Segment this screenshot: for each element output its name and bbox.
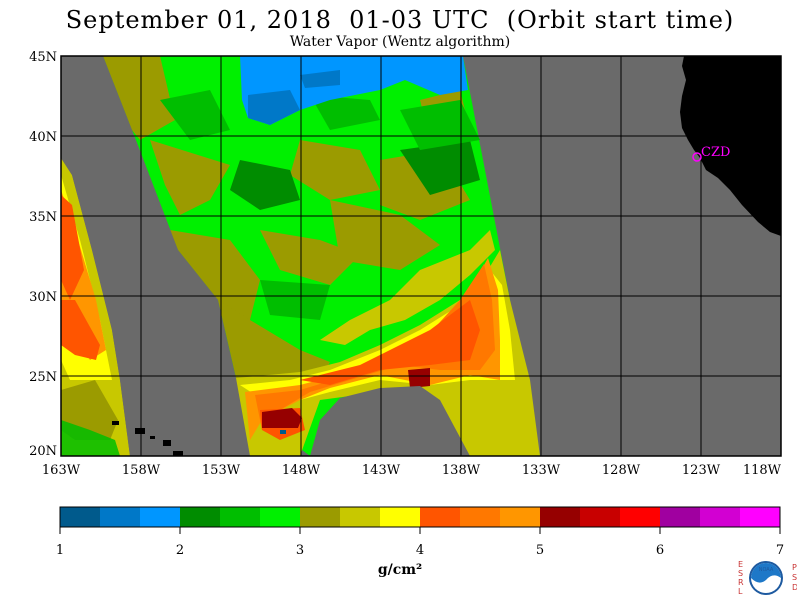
logo-letter-p: P bbox=[792, 563, 797, 572]
logo-letter-s2: S bbox=[792, 573, 797, 582]
lat-label-30n: 30N bbox=[29, 290, 57, 305]
swath-gap-left bbox=[61, 56, 250, 456]
colorbar-swatch bbox=[540, 507, 581, 527]
logo-letter-l: L bbox=[738, 587, 743, 596]
lon-label-153w: 153W bbox=[202, 463, 241, 478]
colorbar-swatch bbox=[740, 507, 781, 527]
swath-gap bbox=[310, 386, 470, 456]
esrl-psd-noaa-logo: E S R L NOAA P S D bbox=[738, 560, 797, 596]
colorbar-swatch bbox=[580, 507, 621, 527]
left-swath bbox=[61, 158, 130, 456]
colorbar-tick-5: 5 bbox=[536, 543, 544, 558]
station-czd-marker: CZD bbox=[692, 145, 730, 162]
logo-letter-r: R bbox=[738, 578, 744, 587]
colorbar-swatch bbox=[60, 507, 101, 527]
lon-label-123w: 123W bbox=[682, 463, 721, 478]
colorbar-tick-3: 3 bbox=[296, 543, 304, 558]
hawaiian-islands bbox=[112, 421, 183, 456]
lat-label-40n: 40N bbox=[29, 130, 57, 145]
station-czd-label: CZD bbox=[701, 145, 730, 160]
lon-label-138w: 138W bbox=[442, 463, 481, 478]
colorbar-tick-6: 6 bbox=[656, 543, 664, 558]
colorbar-tick-4: 4 bbox=[416, 543, 424, 558]
colorbar-tick-7: 7 bbox=[776, 543, 784, 558]
lon-label-118w: 118W bbox=[743, 463, 782, 478]
map-title: September 01, 2018 01-03 UTC (Orbit star… bbox=[65, 6, 735, 34]
colorbar-tick-1: 1 bbox=[56, 543, 64, 558]
logo-letter-s: S bbox=[738, 569, 743, 578]
map-frame bbox=[60, 55, 782, 457]
lat-label-20n: 20N bbox=[29, 444, 57, 459]
colorbar-ticks bbox=[59, 527, 781, 534]
lon-labels: 163W 158W 153W 148W 143W 138W 133W 128W … bbox=[42, 463, 782, 478]
lat-label-45n: 45N bbox=[29, 50, 57, 65]
lat-labels: 45N 40N 35N 30N 25N 20N bbox=[29, 50, 57, 459]
lon-label-143w: 143W bbox=[362, 463, 401, 478]
lon-label-163w: 163W bbox=[42, 463, 81, 478]
colorbar bbox=[60, 507, 781, 527]
lon-label-133w: 133W bbox=[522, 463, 561, 478]
colorbar-swatch bbox=[420, 507, 461, 527]
colorbar-swatch bbox=[220, 507, 261, 527]
colorbar-units: g/cm² bbox=[377, 562, 423, 578]
colorbar-swatch bbox=[620, 507, 661, 527]
land-california bbox=[680, 56, 781, 236]
noaa-text: NOAA bbox=[759, 567, 774, 573]
lon-label-158w: 158W bbox=[122, 463, 161, 478]
colorbar-swatch bbox=[660, 507, 701, 527]
lat-label-35n: 35N bbox=[29, 210, 57, 225]
colorbar-swatch bbox=[140, 507, 181, 527]
logo-letter-d: D bbox=[792, 583, 797, 592]
logo-letter-e: E bbox=[738, 560, 743, 569]
main-swath bbox=[103, 56, 540, 456]
colorbar-swatch bbox=[300, 507, 341, 527]
colorbar-tick-labels: 1 2 3 4 5 6 7 bbox=[56, 543, 784, 558]
colorbar-swatch bbox=[180, 507, 221, 527]
lon-label-148w: 148W bbox=[282, 463, 321, 478]
colorbar-swatch bbox=[340, 507, 381, 527]
colorbar-swatch bbox=[460, 507, 501, 527]
colorbar-swatch bbox=[500, 507, 541, 527]
colorbar-swatch bbox=[380, 507, 421, 527]
map-subtitle: Water Vapor (Wentz algorithm) bbox=[289, 34, 511, 50]
colorbar-swatch bbox=[260, 507, 301, 527]
colorbar-swatch bbox=[700, 507, 741, 527]
lat-label-25n: 25N bbox=[29, 370, 57, 385]
colorbar-swatch bbox=[100, 507, 141, 527]
map-grid bbox=[61, 56, 781, 456]
colorbar-tick-2: 2 bbox=[176, 543, 184, 558]
lon-label-128w: 128W bbox=[602, 463, 641, 478]
